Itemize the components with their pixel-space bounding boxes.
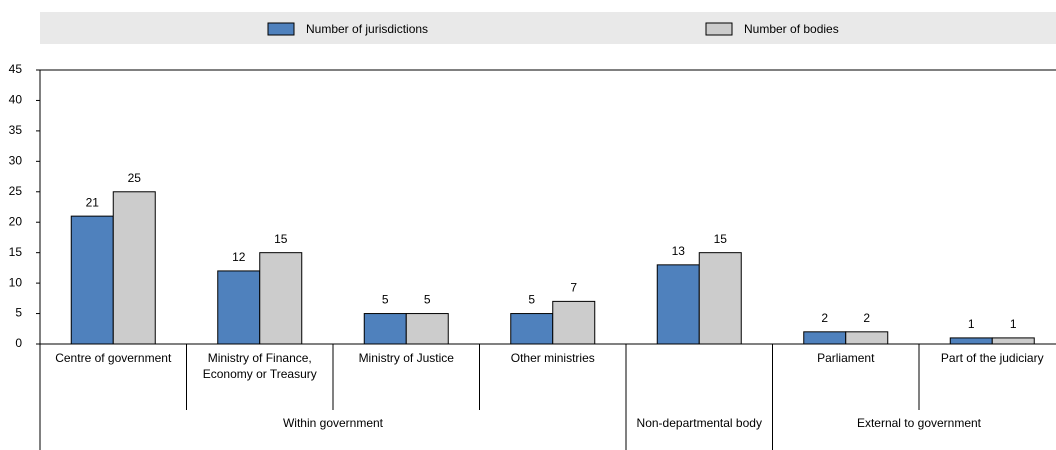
bar <box>552 300 596 345</box>
value-label: 7 <box>570 281 577 295</box>
legend-swatch <box>267 22 295 36</box>
value-label: 25 <box>128 171 142 185</box>
x-tick-label: Ministry of Finance, Economy or Treasury <box>202 351 317 381</box>
y-tick-label: 40 <box>9 93 23 107</box>
x-tick-label: Ministry of Justice <box>358 351 454 365</box>
y-tick-label: 20 <box>9 214 23 228</box>
y-tick-label: 25 <box>9 184 23 198</box>
legend-band <box>40 12 1056 44</box>
x-tick-label: Parliament <box>817 351 875 365</box>
y-tick-label: 15 <box>9 245 23 259</box>
value-label: 13 <box>672 244 686 258</box>
y-tick-label: 30 <box>9 154 23 168</box>
y-tick-label: 35 <box>9 123 23 137</box>
value-label: 15 <box>714 232 728 246</box>
group-label: Non-departmental body <box>636 416 762 430</box>
value-label: 12 <box>232 250 246 264</box>
value-label: 2 <box>863 311 870 325</box>
y-tick-label: 0 <box>15 336 22 350</box>
y-tick-label: 45 <box>9 62 23 76</box>
bar <box>259 252 303 345</box>
bar <box>698 252 742 345</box>
value-label: 5 <box>382 293 389 307</box>
legend-label: Number of jurisdictions <box>306 22 428 36</box>
value-label: 1 <box>1010 317 1017 331</box>
value-label: 15 <box>274 232 288 246</box>
bar <box>845 331 889 345</box>
group-label: External to government <box>856 416 982 430</box>
bar <box>803 331 847 345</box>
bar <box>991 337 1035 345</box>
y-tick-label: 10 <box>9 275 23 289</box>
bar <box>363 313 407 345</box>
bar <box>949 337 993 345</box>
bar <box>217 270 261 345</box>
group-label: Within government <box>282 416 384 430</box>
value-label: 5 <box>528 293 535 307</box>
value-label: 2 <box>821 311 828 325</box>
value-label: 21 <box>86 195 100 209</box>
value-label: 1 <box>968 317 975 331</box>
bar <box>405 313 449 345</box>
x-tick-label: Centre of government <box>55 351 172 365</box>
bar <box>510 313 554 345</box>
bar <box>112 191 156 345</box>
value-label: 5 <box>424 293 431 307</box>
x-tick-label: Part of the judiciary <box>940 351 1044 365</box>
legend-label: Number of bodies <box>744 22 839 36</box>
bar <box>70 215 114 345</box>
y-tick-label: 5 <box>15 306 22 320</box>
x-tick-label: Other ministries <box>510 351 595 365</box>
bar <box>656 264 700 345</box>
legend-swatch <box>705 22 733 36</box>
